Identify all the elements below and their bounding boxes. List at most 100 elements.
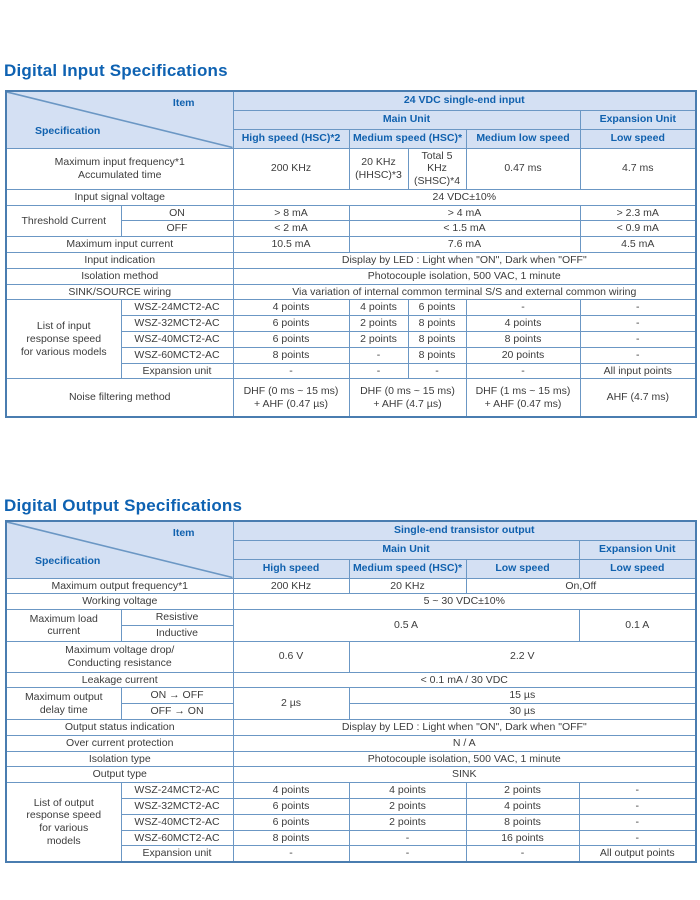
value-cell: - [579,299,697,317]
input-spec-table: Item Specification 24 VDC single-end inp… [5,90,698,418]
corner-item-label: Item [172,527,195,539]
value-cell: - [348,346,409,364]
value-cell: SINK [232,766,697,784]
value-cell: - [407,362,467,380]
value-cell: DHF (0 ms ~ 15 ms) + AHF (0.47 µs) [232,378,350,418]
group-header-cell: Single-end transistor output [232,520,697,541]
col-header-cell: High speed [232,558,350,579]
value-cell: 6 points [407,299,467,317]
corner-header-cell: Item Specification [5,520,234,579]
row-label-cell: Isolation type [5,750,234,768]
value-cell: 20 points [465,346,581,364]
corner-spec-label: Specification [35,555,101,567]
output-section-title: Digital Output Specifications [4,496,243,515]
value-cell: 2 points [348,798,467,815]
model-name-cell: WSZ-40MCT2-AC [120,331,234,348]
col-header-cell: High speed (HSC)*2 [232,128,350,149]
value-cell: 10.5 mA [232,236,350,254]
value-cell: DHF (0 ms ~ 15 ms) + AHF (4.7 µs) [348,378,467,418]
row-label-cell: Over current protection [5,734,234,752]
value-cell: - [465,362,581,380]
value-cell: - [578,813,697,831]
value-cell: 8 points [407,315,467,333]
row-label-cell: List of input response speed for various… [5,299,122,380]
value-cell: Display by LED : Light when "ON", Dark w… [232,252,697,269]
value-cell: 16 points [465,829,580,847]
value-cell: > 2.3 mA [579,204,697,222]
value-cell: 2.2 V [348,640,697,673]
value-cell: Photocouple isolation, 500 VAC, 1 minute [232,267,697,285]
model-name-cell: WSZ-24MCT2-AC [120,782,234,800]
value-cell: 30 µs [348,703,697,721]
row-label-cell: Isolation method [5,267,234,285]
row-label-cell: Maximum output delay time [5,687,122,721]
main-unit-header-cell: Main Unit [232,539,580,560]
value-cell: 4 points [465,798,580,815]
row-label-cell: SINK/SOURCE wiring [5,283,234,301]
value-cell: - [465,845,580,863]
corner-header-cell: Item Specification [5,90,234,149]
value-cell: 8 points [232,346,350,364]
corner-item-label: Item [172,97,195,109]
value-cell: 8 points [232,829,350,847]
main-unit-header-cell: Main Unit [232,109,581,130]
value-cell: 6 points [232,331,350,348]
row-sublabel-cell: ON → OFF [120,687,234,705]
diagonal-divider-line [7,92,233,148]
value-cell: - [348,362,409,380]
model-name-cell: WSZ-32MCT2-AC [120,798,234,815]
value-cell: 4.5 mA [579,236,697,254]
value-cell: Via variation of internal common termina… [232,283,697,301]
model-name-cell: Expansion unit [120,845,234,863]
value-cell: 0.1 A [578,609,697,642]
col-header-cell: Low speed [578,558,697,579]
value-cell: 4 points [232,782,350,800]
value-cell: 6 points [232,315,350,333]
row-label-cell: Maximum voltage drop/ Conducting resista… [5,640,234,673]
value-cell: All input points [579,362,697,380]
col-header-cell: Low speed [579,128,697,149]
model-name-cell: WSZ-40MCT2-AC [120,813,234,831]
value-cell: - [578,829,697,847]
row-label-cell: Maximum load current [5,609,122,642]
row-label-cell: Input signal voltage [5,188,234,206]
value-cell: 15 µs [348,687,697,705]
value-cell: Display by LED : Light when "ON", Dark w… [232,719,697,736]
row-sublabel-cell: ON [120,204,234,222]
model-name-cell: WSZ-60MCT2-AC [120,829,234,847]
row-label-cell: Maximum input current [5,236,234,254]
row-label-cell: Leakage current [5,671,234,689]
input-section-title: Digital Input Specifications [4,61,228,80]
value-cell: 200 KHz [232,147,350,190]
value-cell: On,Off [465,577,697,595]
row-label-cell: Output type [5,766,234,784]
value-cell: 4 points [232,299,350,317]
value-cell: 24 VDC±10% [232,188,697,206]
value-cell: 6 points [232,813,350,831]
row-sublabel-cell: Inductive [120,624,234,642]
corner-spec-label: Specification [35,125,101,137]
value-cell: 8 points [465,813,580,831]
value-cell: - [579,315,697,333]
value-cell: 2 points [465,782,580,800]
col-header-cell: Medium low speed [465,128,581,149]
value-cell: - [232,845,350,863]
row-label-cell: Threshold Current [5,204,122,238]
col-header-cell: Medium speed (HSC)* [348,558,467,579]
value-cell: - [465,299,581,317]
value-cell: 6 points [232,798,350,815]
expansion-unit-header-cell: Expansion Unit [578,539,697,560]
output-spec-table: Item Specification Single-end transistor… [5,520,698,864]
value-cell: - [232,362,350,380]
value-cell: < 2 mA [232,220,350,238]
value-cell: 8 points [465,331,581,348]
value-cell: - [578,798,697,815]
value-cell: - [348,845,467,863]
expansion-unit-header-cell: Expansion Unit [579,109,697,130]
value-cell: 8 points [407,346,467,364]
row-label-cell: Noise filtering method [5,378,234,418]
value-cell: - [579,331,697,348]
row-label-cell: Maximum output frequency*1 [5,577,234,595]
value-cell: 4 points [348,299,409,317]
value-cell: > 8 mA [232,204,350,222]
